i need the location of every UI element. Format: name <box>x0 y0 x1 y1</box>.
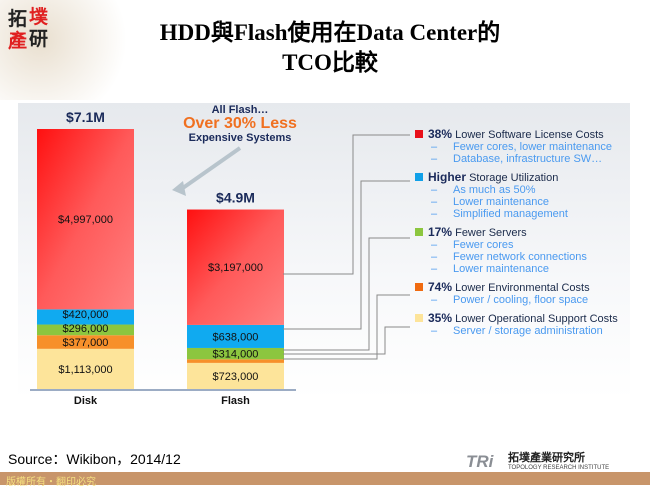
legend-subitem: – Database, infrastructure SW… <box>431 153 603 165</box>
bar-flash-software <box>187 209 284 325</box>
data-label: $296,000 <box>63 323 109 335</box>
data-label: $420,000 <box>63 309 109 321</box>
legend-subitem: – Fewer network connections <box>431 251 587 263</box>
legend-subitem-text: Power / cooling, floor space <box>453 294 589 306</box>
arrowhead-icon <box>172 181 186 196</box>
legend-subitem: – Server / storage administration <box>431 325 603 337</box>
legend-item: 38% Lower Software License Costs – Fewer c… <box>415 128 618 165</box>
x-tick-label: Disk <box>74 395 98 407</box>
legend-item: 35% Lower Operational Support Costs – Serv… <box>415 312 618 337</box>
legend-swatch <box>415 130 423 138</box>
legend-item: 17% Fewer Servers – Fewer cores – Fewer netw… <box>415 226 618 275</box>
legend-subitem-text: Fewer cores, lower maintenance <box>453 141 612 153</box>
legend-subitem: – Fewer cores, lower maintenance <box>431 141 612 153</box>
bar-disk-environmental <box>37 335 134 349</box>
legend-subitem-text: Fewer cores <box>453 239 514 251</box>
legend-text: Fewer Servers <box>455 227 527 239</box>
legend-text: Lower Environmental Costs <box>455 282 590 294</box>
connector-software <box>283 134 410 275</box>
connector-servers <box>283 237 410 351</box>
copyright-text: 版權所有‧翻印必究 <box>6 477 96 488</box>
legend-bold: 17% <box>428 225 453 239</box>
legend: 38% Lower Software License Costs – Fewer c… <box>415 128 618 343</box>
data-label: $4,997,000 <box>58 214 113 226</box>
total-label: $7.1M <box>66 109 105 125</box>
legend-swatch <box>415 283 423 291</box>
legend-subitem: – Fewer cores <box>431 239 514 251</box>
bar-disk-storage <box>37 309 134 325</box>
connector-operational <box>283 326 410 355</box>
title-line-2: TCO比較 <box>282 50 378 75</box>
tri-logo: TRi <box>466 452 494 471</box>
legend-subitem: – Lower maintenance <box>431 196 550 208</box>
title-line-1: HDD與Flash使用在Data Center的 <box>159 20 501 45</box>
data-label: $3,197,000 <box>208 262 263 274</box>
header-background <box>0 0 130 100</box>
bar-flash-storage <box>187 324 284 348</box>
annotation-line3: Expensive Systems <box>188 132 292 144</box>
data-label: $638,000 <box>213 331 259 343</box>
legend-swatch <box>415 314 423 322</box>
annotation-line2: Over 30% Less <box>183 115 297 132</box>
data-label: $1,113,000 <box>58 364 112 376</box>
bar-disk-software <box>37 129 134 310</box>
bar-flash-environmental <box>187 359 284 363</box>
bar-flash-operational <box>187 362 284 389</box>
legend-item: 74% Lower Environmental Costs – Power / co… <box>415 281 618 306</box>
annotation: All Flash… Over 30% Less Expensive Syste… <box>180 104 300 144</box>
legend-subitem-text: Lower maintenance <box>453 263 550 275</box>
data-label: $723,000 <box>213 371 259 383</box>
legend-subitem-text: As much as 50% <box>453 184 536 196</box>
legend-bold: 35% <box>428 311 453 325</box>
legend-text: Lower Software License Costs <box>455 129 604 141</box>
legend-bold: 74% <box>428 280 453 294</box>
legend-subitem-text: Lower maintenance <box>453 196 550 208</box>
source-text: Source：Wikibon，2014/12 <box>8 451 181 467</box>
arrow-icon <box>178 146 242 192</box>
total-label: $4.9M <box>216 190 255 206</box>
legend-subitem-text: Fewer network connections <box>453 251 587 263</box>
page-title: HDD與Flash使用在Data Center的 TCO比較 <box>100 18 560 78</box>
legend-swatch <box>415 228 423 236</box>
legend-subitem: – Lower maintenance <box>431 263 550 275</box>
legend-item: Higher Storage Utilization – As much as 50… <box>415 171 618 220</box>
connector-environmental <box>283 294 410 360</box>
legend-swatch <box>415 173 423 181</box>
legend-text: Lower Operational Support Costs <box>455 313 618 325</box>
annotation-line1: All Flash… <box>211 104 269 116</box>
bar-disk-servers <box>37 324 134 336</box>
legend-bold: 38% <box>428 127 453 141</box>
data-label: $314,000 <box>213 349 259 361</box>
org-name-en: TOPOLOGY RESEARCH INSTITUTE <box>508 465 610 471</box>
footer-bar: 版權所有‧翻印必究 <box>0 472 650 488</box>
x-tick-label: Flash <box>221 395 250 407</box>
legend-subitem-text: Server / storage administration <box>453 325 603 337</box>
legend-text: Storage Utilization <box>469 172 559 184</box>
bar-disk-operational <box>37 348 134 389</box>
org-name-cn: 拓墣產業研究所 <box>508 452 585 464</box>
legend-subitem: – Simplified management <box>431 208 568 220</box>
logo: 拓墣 產研 <box>8 6 49 52</box>
legend-subitem: – As much as 50% <box>431 184 536 196</box>
legend-bold: Higher <box>428 170 467 184</box>
legend-subitem-text: Database, infrastructure SW… <box>453 153 603 165</box>
data-label: $377,000 <box>63 337 109 349</box>
bar-flash-servers <box>187 347 284 360</box>
legend-subitem-text: Simplified management <box>453 208 568 220</box>
connector-storage <box>283 180 410 330</box>
legend-subitem: – Power / cooling, floor space <box>431 294 589 306</box>
